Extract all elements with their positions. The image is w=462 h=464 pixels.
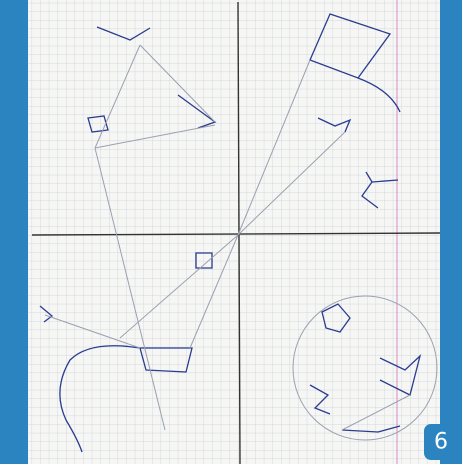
right-border [440,0,462,464]
left-border [0,0,28,464]
construction-lines [44,44,411,431]
badge [424,424,458,460]
sketches [39,13,438,453]
x-axis [31,232,441,236]
badge-label: 6 [434,430,448,455]
grid [28,0,440,464]
